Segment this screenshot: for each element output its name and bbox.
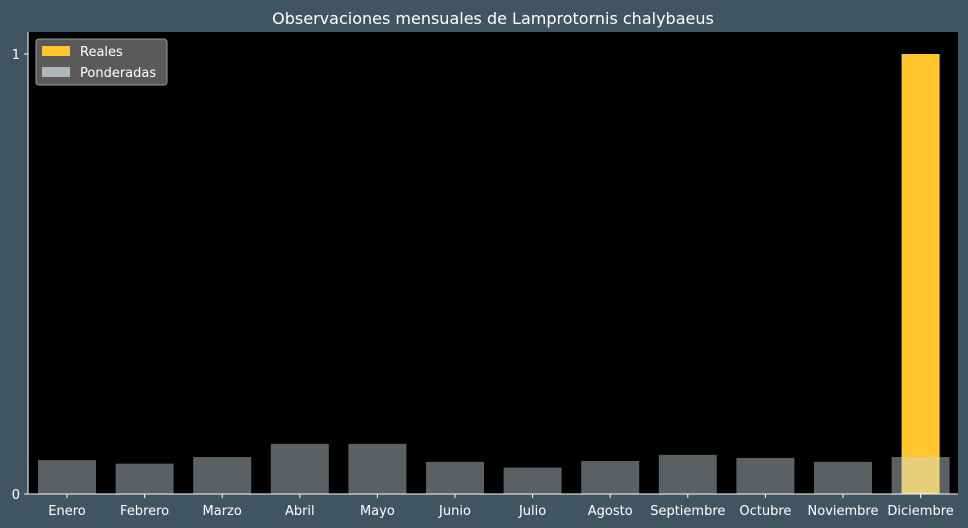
bars-real — [901, 54, 940, 494]
x-tick-label: Marzo — [203, 504, 242, 519]
legend: Reales Ponderadas — [35, 38, 168, 86]
y-axis: 01 — [12, 32, 29, 503]
x-tick-label: Abril — [285, 504, 315, 519]
chart-title: Observaciones mensuales de Lamprotornis … — [272, 9, 714, 28]
x-tick-label: Mayo — [360, 504, 395, 519]
x-tick-label: Junio — [438, 504, 471, 519]
bar-weighted-agosto — [581, 461, 640, 494]
bar-real-diciembre — [901, 54, 940, 494]
bars-weighted — [38, 443, 950, 494]
plot-area — [28, 32, 958, 494]
bar-weighted-marzo — [193, 457, 252, 494]
x-axis: Enero Febrero Marzo Abril Mayo Junio Julio Agos… — [28, 493, 958, 519]
bar-weighted-septiembre — [658, 454, 717, 494]
bar-weighted-febrero — [115, 463, 174, 494]
x-tick-label: Octubre — [739, 504, 791, 519]
x-tick-label: Diciembre — [887, 504, 953, 519]
x-tick-label: Septiembre — [650, 504, 725, 519]
x-tick-label: Febrero — [120, 504, 169, 519]
bar-weighted-noviembre — [814, 461, 872, 494]
legend-label-real: Reales — [80, 45, 123, 60]
legend-label-weighted: Ponderadas — [80, 66, 156, 81]
y-tick-label: 0 — [12, 488, 20, 503]
x-tick-label: Julio — [518, 504, 546, 519]
bar-weighted-junio — [426, 461, 484, 494]
bar-weighted-octubre — [736, 457, 795, 494]
bar-weighted-abril — [270, 443, 329, 494]
x-tick-label: Enero — [48, 504, 86, 519]
x-tick-label: Agosto — [588, 504, 633, 519]
bar-weighted-mayo — [348, 443, 407, 494]
legend-swatch-weighted — [42, 67, 70, 77]
x-tick-label: Noviembre — [808, 504, 879, 519]
y-tick-label: 1 — [12, 48, 20, 63]
legend-swatch-real — [42, 46, 70, 56]
bar-weighted-diciembre — [891, 457, 950, 494]
bar-weighted-enero — [38, 460, 96, 494]
bar-weighted-julio — [503, 467, 562, 494]
